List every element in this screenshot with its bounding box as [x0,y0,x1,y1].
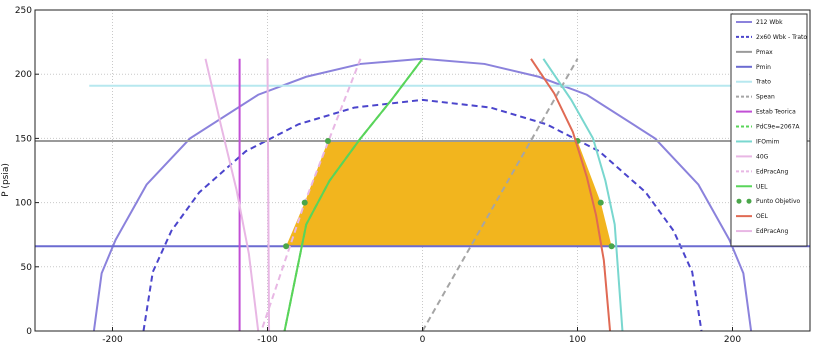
y-axis-label: P (psia) [1,163,11,197]
target-point [597,199,604,206]
target-point [324,137,331,144]
x-tick-label: 200 [724,335,741,345]
feasible-region [286,140,612,247]
feasible-region-fill [286,140,612,247]
legend-label: 40G [756,153,769,160]
y-tick-label: 150 [15,134,32,144]
legend-label: PdC9e=2067A [756,124,800,131]
legend-label: EdPracAng [756,168,788,175]
y-tick-label: 250 [15,6,32,16]
x-tick-label: 100 [569,335,586,345]
series-layer [35,57,810,332]
y-tick-label: 100 [15,199,32,209]
series-line [266,58,271,332]
legend-label: 2x60 Wbk - Trato [756,34,807,41]
series-line [530,58,612,332]
x-tick-label: 0 [420,335,426,345]
legend-swatch [746,198,752,204]
series-line [283,58,424,332]
y-tick-label: 0 [26,327,32,337]
legend-label: UEL [756,183,768,190]
target-point [301,199,308,206]
x-tick-label: -100 [257,335,278,345]
series-line [542,58,624,332]
legend-label: Estab Teorica [756,109,796,116]
legend-label: Pmin [756,64,771,71]
legend-label: EdPracAng [756,228,788,235]
axes: -200 -100 0 100 200 0 50 100 150 200 250 [15,6,811,345]
y-tick-label: 50 [21,263,33,273]
legend-label: OEL [756,213,769,220]
legend-label: IFOmim [756,138,779,145]
legend-swatch [736,198,742,204]
legend-label: 212 Wbk [756,19,783,26]
legend: 212 Wbk 2x60 Wbk - Trato Pmax Pmin Trato Spea… [730,13,808,247]
legend-label: Trato [755,79,771,86]
legend-label: Pmax [756,49,773,56]
legend-label: Spean [756,94,775,101]
series-line [142,98,703,332]
y-tick-label: 200 [15,70,32,80]
target-point [283,243,290,250]
series-line [421,58,579,332]
legend-label: Punto Objetivo [756,198,801,205]
series-line [204,58,260,332]
x-tick-label: -200 [102,335,123,345]
target-point [608,243,615,250]
